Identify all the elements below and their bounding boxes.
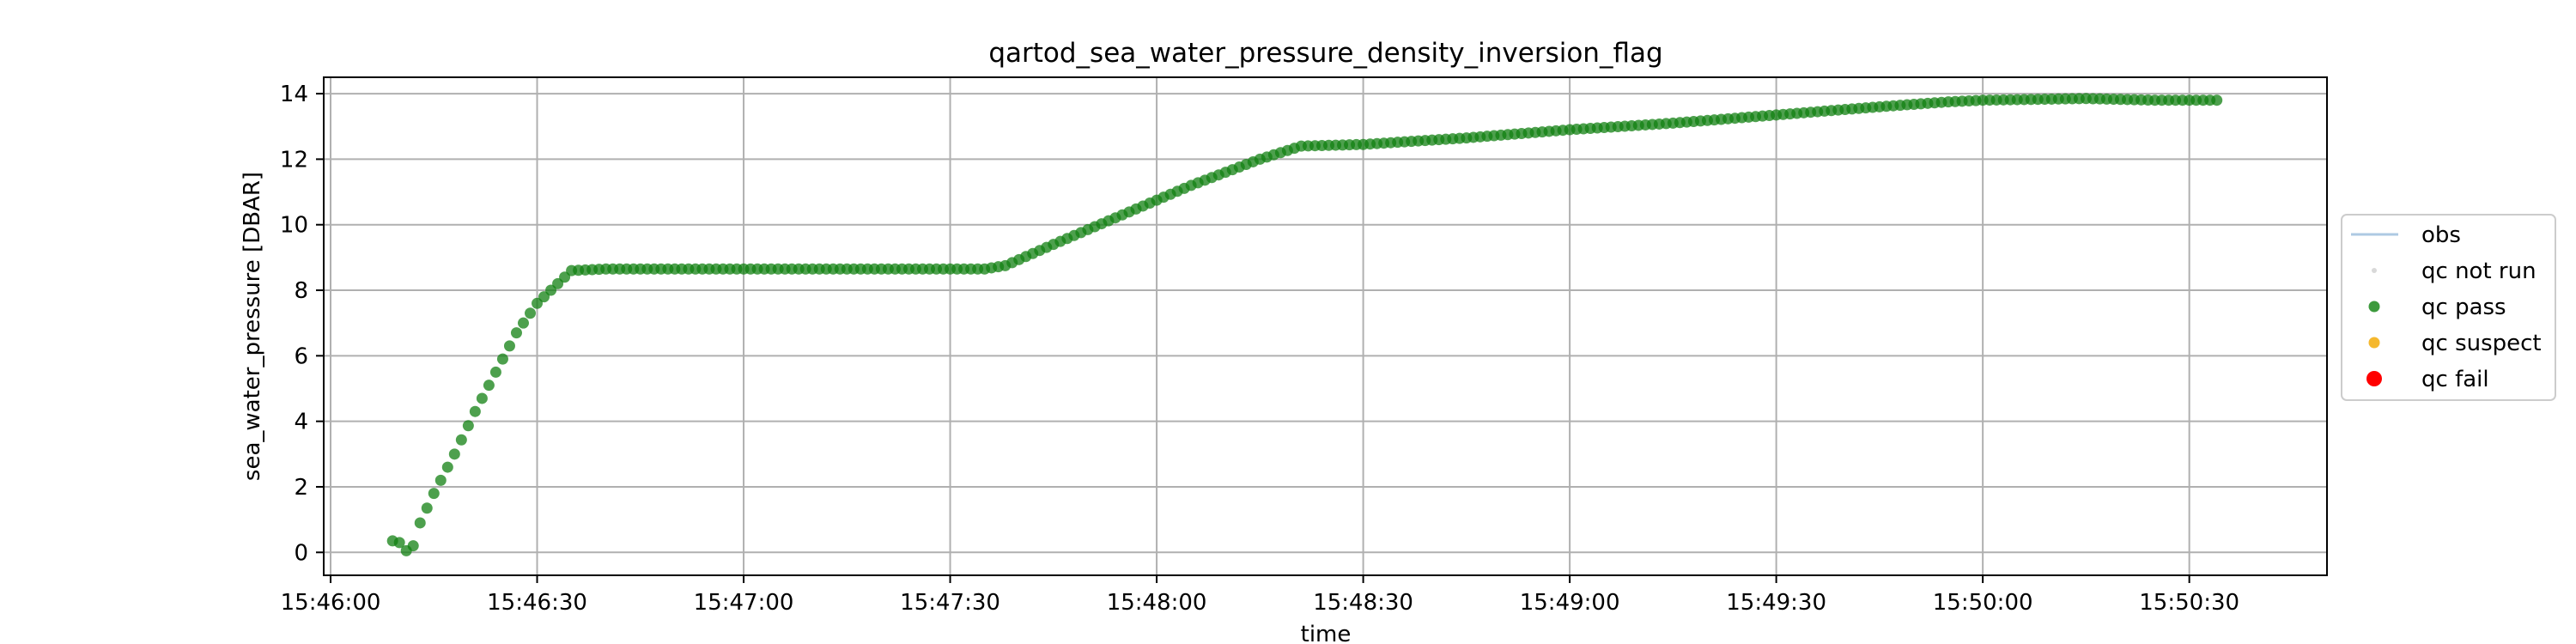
data-point — [504, 340, 515, 351]
data-point — [518, 318, 529, 329]
data-point — [435, 475, 447, 486]
legend-swatch-qc-not-run — [2372, 268, 2377, 273]
data-point — [511, 327, 522, 338]
chart-title: qartod_sea_water_pressure_density_invers… — [988, 38, 1662, 69]
x-tick-label: 15:46:30 — [487, 590, 587, 616]
x-tick-label: 15:47:00 — [694, 590, 794, 616]
x-axis-label: time — [1301, 622, 1352, 644]
data-point — [483, 380, 495, 391]
data-point — [456, 434, 467, 446]
legend-label-qc-suspect: qc suspect — [2421, 331, 2542, 356]
legend-label-qc-not-run: qc not run — [2421, 258, 2537, 284]
data-point — [408, 540, 419, 551]
y-axis-label: sea_water_pressure [DBAR] — [240, 172, 265, 481]
legend-swatch-qc-suspect — [2369, 337, 2380, 349]
legend-label-qc-pass: qc pass — [2421, 295, 2506, 320]
data-point — [470, 406, 481, 417]
data-point — [497, 354, 508, 365]
data-point — [422, 502, 433, 513]
x-tick-label: 15:50:00 — [1933, 590, 2033, 616]
y-tick-label: 8 — [294, 278, 308, 304]
data-point — [525, 307, 536, 319]
data-point — [415, 517, 426, 528]
y-tick-label: 6 — [294, 343, 308, 369]
legend-label-obs: obs — [2421, 222, 2461, 248]
y-tick-label: 2 — [294, 475, 308, 501]
y-tick-label: 4 — [294, 410, 308, 435]
x-tick-label: 15:47:30 — [900, 590, 1000, 616]
x-tick-label: 15:49:00 — [1520, 590, 1620, 616]
data-point — [463, 420, 474, 431]
data-point — [442, 462, 453, 473]
y-tick-label: 14 — [280, 82, 308, 107]
y-tick-label: 10 — [280, 213, 308, 239]
legend-swatch-qc-pass — [2369, 301, 2380, 313]
x-tick-label: 15:48:00 — [1107, 590, 1207, 616]
data-point — [490, 367, 501, 378]
x-tick-label: 15:48:30 — [1313, 590, 1413, 616]
data-point — [428, 488, 440, 499]
legend-swatch-qc-fail — [2366, 371, 2382, 386]
y-tick-label: 12 — [280, 147, 308, 173]
x-tick-label: 15:50:30 — [2139, 590, 2239, 616]
legend-label-qc-fail: qc fail — [2421, 367, 2489, 392]
legend: obs qc not run qc pass qc suspect qc fail — [2342, 215, 2555, 400]
x-tick-label: 15:46:00 — [281, 590, 381, 616]
data-point — [449, 448, 460, 459]
y-tick-label: 0 — [294, 540, 308, 566]
data-point — [2211, 94, 2222, 106]
x-tick-label: 15:49:30 — [1726, 590, 1826, 616]
data-point — [477, 392, 488, 404]
